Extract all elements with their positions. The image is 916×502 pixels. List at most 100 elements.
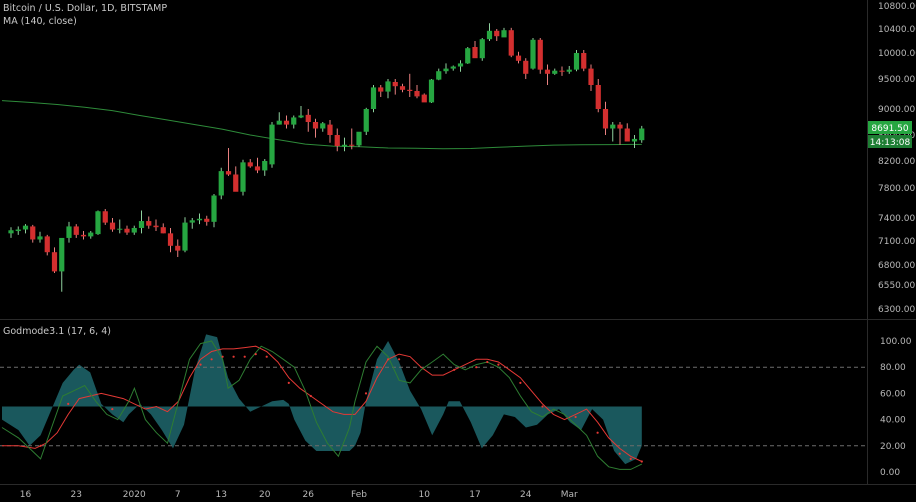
candle-body — [109, 222, 116, 230]
signal-dot — [309, 394, 312, 398]
countdown-label: 14:13:08 — [870, 138, 911, 148]
candle — [399, 83, 406, 93]
candle-body — [283, 120, 290, 125]
candle-body — [80, 234, 87, 237]
candle-body — [610, 124, 616, 129]
candle-body — [399, 86, 406, 90]
candle-body — [631, 138, 638, 142]
candle-body — [146, 221, 152, 226]
candle — [624, 123, 630, 142]
candle — [436, 68, 442, 81]
signal-dot — [618, 452, 621, 455]
time-tick-label: 13 — [216, 490, 227, 500]
candle — [22, 224, 29, 234]
candle-body — [573, 53, 580, 70]
price-tick-label: 7100.00 — [878, 237, 915, 247]
candle — [95, 210, 101, 235]
time-tick-label: 20 — [259, 490, 271, 500]
price-tick-label: 8200.00 — [878, 157, 915, 167]
candle-body — [356, 131, 362, 146]
candle-body — [363, 109, 369, 132]
candle-body — [465, 48, 471, 64]
candle-body — [515, 55, 522, 61]
ma-legend-label[interactable]: MA (140, close) — [3, 16, 77, 27]
candle-body — [211, 195, 217, 222]
candle — [175, 239, 181, 257]
price-tick-label: 6300.00 — [878, 305, 915, 315]
signal-dot — [596, 431, 599, 434]
candle-body — [73, 226, 79, 235]
candle — [160, 223, 166, 234]
candle — [443, 63, 449, 74]
candle-body — [247, 162, 253, 167]
candle — [631, 135, 638, 148]
candle-body — [88, 232, 94, 237]
candle-body — [428, 79, 435, 103]
time-tick-label: 7 — [175, 490, 181, 500]
candle — [602, 101, 609, 135]
candle-body — [160, 227, 166, 234]
candle — [218, 167, 224, 200]
signal-dot — [629, 457, 632, 460]
candle-body — [639, 128, 645, 141]
candle-body — [312, 122, 319, 129]
candle — [428, 79, 435, 103]
price-axis[interactable]: 6300.00 6550.00 6800.00 7100.00 7400.00 7800.… — [878, 2, 916, 315]
candle — [88, 231, 94, 239]
candle — [109, 218, 116, 232]
candle — [51, 247, 58, 273]
candle-body — [624, 128, 630, 142]
candle — [617, 122, 623, 145]
candle-body — [138, 221, 145, 228]
candle-body — [15, 229, 21, 232]
candle — [450, 65, 456, 71]
candle — [530, 38, 536, 70]
candle-body — [436, 71, 442, 80]
candle — [298, 106, 304, 119]
signal-dot — [486, 360, 489, 364]
candle-body — [414, 91, 420, 97]
candle-body — [370, 87, 377, 109]
candle-body — [407, 89, 413, 91]
candle — [465, 47, 471, 64]
candle — [639, 125, 645, 143]
candle — [66, 221, 72, 243]
candle — [370, 85, 377, 113]
candle-body — [175, 245, 181, 251]
candle-body — [37, 236, 43, 240]
time-axis[interactable]: 16 23 2020 7 13 20 26 Feb 10 17 24 Mar — [20, 490, 578, 500]
candle — [385, 79, 391, 99]
candle — [240, 159, 246, 196]
signal-dot — [398, 358, 401, 361]
symbol-title[interactable]: Bitcoin / U.S. Dollar, 1D, BITSTAMP — [3, 3, 168, 14]
candle-body — [523, 60, 529, 74]
price-tick-label: 10000.00 — [878, 49, 916, 59]
oscillator-axis[interactable]: 0.00 20.00 40.00 60.00 80.00 100.00 — [880, 337, 912, 478]
candle — [59, 237, 65, 292]
candle-body — [233, 174, 239, 192]
candle-body — [196, 218, 203, 221]
candle — [124, 225, 130, 235]
signal-dot — [364, 392, 368, 395]
signal-dot — [232, 355, 235, 358]
candle — [247, 159, 253, 168]
candle — [421, 93, 427, 103]
candle — [37, 231, 43, 243]
candle — [559, 66, 565, 76]
candle — [30, 224, 36, 243]
candle-body — [530, 39, 536, 69]
indicator-title[interactable]: Godmode3.1 (17, 6, 4) — [3, 326, 111, 337]
signal-dot — [111, 408, 114, 411]
candle — [588, 64, 594, 91]
candle-body — [544, 69, 551, 74]
candle-body — [276, 120, 282, 125]
candle — [138, 210, 145, 234]
candle — [102, 209, 108, 225]
time-tick-label: Mar — [561, 490, 578, 500]
candle — [8, 227, 14, 238]
signal-dot — [574, 415, 577, 419]
candle-body — [167, 233, 174, 246]
candle-body — [421, 94, 427, 103]
candle — [327, 120, 333, 143]
